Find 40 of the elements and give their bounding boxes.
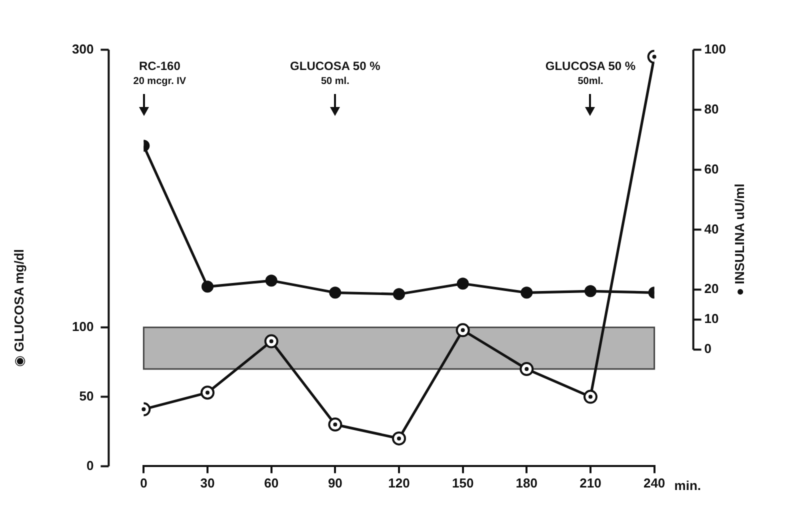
annotation: GLUCOSA 50 % 50 ml.	[290, 58, 381, 87]
point	[456, 323, 470, 338]
x-tick-label: 150	[452, 476, 474, 491]
point	[202, 280, 214, 293]
x-tick-label: 60	[264, 476, 279, 491]
x-tick-label: 180	[516, 476, 538, 491]
x-tick-label: 0	[140, 476, 148, 491]
point	[329, 286, 342, 299]
point	[392, 431, 406, 446]
x-tick-label: 210	[580, 476, 602, 491]
y2-tick-label: 80	[704, 101, 719, 116]
x-tick-label: 120	[388, 476, 410, 491]
point	[583, 390, 598, 404]
y2-tick-label: 40	[704, 221, 719, 236]
x-tick-label: 240	[643, 476, 666, 491]
annotation: RC-160 20 mcgr. IV	[133, 58, 186, 87]
point	[520, 286, 533, 299]
x-tick-label: 30	[200, 476, 215, 491]
point	[264, 334, 278, 348]
y2-tick-label: 20	[704, 281, 719, 296]
y-tick-label: 300	[72, 41, 94, 56]
x-axis-title: min.	[674, 478, 702, 493]
y-tick-label: 0	[86, 458, 94, 473]
y-tick-label: 100	[72, 318, 94, 334]
y2-tick-label: 60	[704, 161, 719, 176]
x-tick-label: 90	[328, 476, 342, 491]
point	[328, 418, 342, 432]
annotation: GLUCOSA 50 % 50ml.	[545, 58, 636, 87]
y2-axis-title: ● INSULINA uU/ml	[732, 184, 747, 296]
y2-tick-label: 10	[704, 311, 719, 326]
y2-tick-label: 0	[704, 341, 712, 356]
point	[265, 274, 278, 287]
point	[393, 288, 405, 300]
point	[456, 278, 469, 290]
y2-tick-label: 100	[704, 41, 726, 56]
point	[584, 285, 596, 298]
point	[520, 362, 534, 376]
y-tick-label: 50	[79, 388, 94, 404]
y-axis-title: ◉ GLUCOSA mg/dl	[12, 249, 27, 367]
point	[200, 386, 215, 400]
